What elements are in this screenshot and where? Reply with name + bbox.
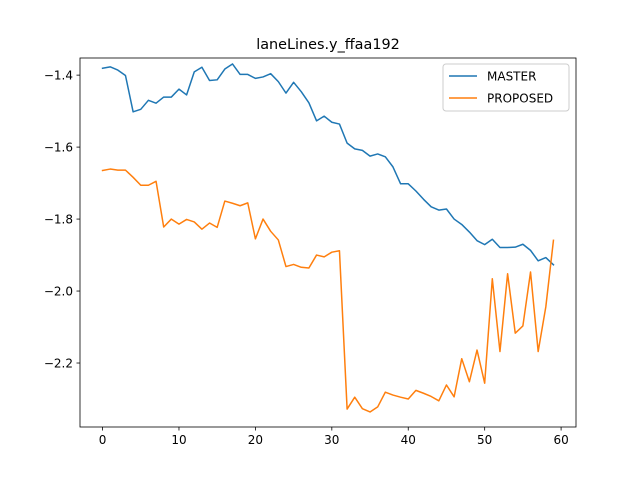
plot-frame	[79, 57, 577, 428]
y-tick-label: −1.4	[44, 68, 73, 82]
chart-title: laneLines.y_ffaa192	[256, 37, 400, 53]
x-tick-label: 50	[477, 433, 492, 447]
y-tick-label: −1.6	[44, 140, 73, 154]
x-tick-label: 10	[171, 433, 186, 447]
axes-layer: 0 10 20 30 40 50 60 −1.4 −1.6 −1.8 −2.0 −2.2	[44, 57, 577, 447]
x-tick-label: 30	[324, 433, 339, 447]
x-tick-label: 60	[553, 433, 568, 447]
legend-label-master: MASTER	[487, 69, 536, 83]
x-tick-label: 0	[99, 433, 107, 447]
legend: MASTER PROPOSED	[442, 63, 570, 112]
legend-label-proposed: PROPOSED	[487, 91, 553, 105]
series-layer	[101, 63, 555, 413]
x-tick-label: 20	[248, 433, 263, 447]
x-tick-label: 40	[401, 433, 416, 447]
series-line-proposed	[101, 168, 555, 413]
y-tick-label: −1.8	[44, 212, 73, 226]
y-tick-label: −2.0	[44, 284, 73, 298]
y-tick-label: −2.2	[44, 356, 73, 370]
series-line-master	[101, 63, 555, 266]
